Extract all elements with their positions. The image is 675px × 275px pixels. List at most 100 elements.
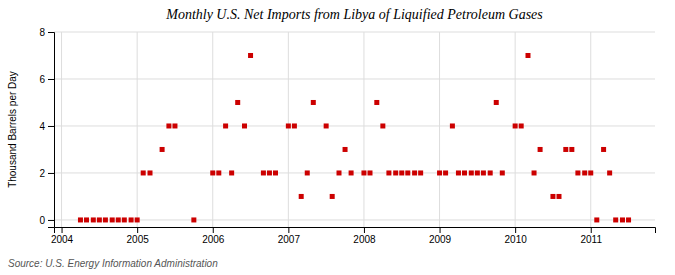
point: [613, 217, 618, 222]
point: [386, 170, 391, 175]
tick: 4: [39, 121, 54, 132]
point: [141, 170, 146, 175]
tick: 2: [39, 168, 54, 179]
point: [393, 170, 398, 175]
tick-label: 2005: [127, 234, 150, 245]
point: [135, 217, 140, 222]
tick-label: 0: [39, 215, 45, 226]
grid-line: [515, 32, 516, 227]
tick-mark: [591, 227, 592, 233]
point: [110, 217, 115, 222]
tick-label: 8: [39, 27, 45, 38]
point: [519, 123, 524, 128]
tick-label: 2004: [51, 234, 74, 245]
point: [361, 170, 366, 175]
grid-line: [61, 32, 62, 227]
tick: 2004: [51, 227, 74, 245]
point: [122, 217, 127, 222]
tick: 2011: [580, 227, 602, 245]
point: [216, 170, 221, 175]
point: [620, 217, 625, 222]
point: [481, 170, 486, 175]
point: [172, 123, 177, 128]
point: [418, 170, 423, 175]
point: [129, 217, 134, 222]
tick-label: 2007: [278, 234, 301, 245]
point: [191, 217, 196, 222]
point: [116, 217, 121, 222]
tick: 2006: [202, 227, 225, 245]
tick-mark: [440, 227, 441, 233]
grid-line: [54, 125, 655, 126]
point: [469, 170, 474, 175]
point: [525, 53, 530, 58]
point: [305, 170, 310, 175]
point: [330, 194, 335, 199]
tick-mark: [515, 227, 516, 233]
grid-line: [54, 78, 655, 79]
point: [223, 123, 228, 128]
tick-mark: [364, 227, 365, 233]
grid-line: [54, 32, 655, 33]
point: [210, 170, 215, 175]
point: [343, 147, 348, 152]
tick-mark: [48, 79, 54, 80]
point: [324, 123, 329, 128]
tick-mark: [62, 227, 63, 233]
tick-mark: [48, 173, 54, 174]
tick-mark: [213, 227, 214, 233]
grid-line: [212, 32, 213, 227]
point: [550, 194, 555, 199]
tick-label: 2011: [580, 234, 602, 245]
point: [292, 123, 297, 128]
point: [229, 170, 234, 175]
tick-label: 2010: [505, 234, 528, 245]
point: [607, 170, 612, 175]
point: [166, 123, 171, 128]
point: [97, 217, 102, 222]
source: Source: U.S. Energy Information Administ…: [8, 258, 218, 269]
point: [582, 170, 587, 175]
tick: 2008: [353, 227, 376, 245]
point: [273, 170, 278, 175]
point: [91, 217, 96, 222]
point: [242, 123, 247, 128]
tick-label: 4: [39, 121, 45, 132]
tick-label: 2009: [429, 234, 452, 245]
chart: 2004200520062007200820092010201102468Mon…: [0, 0, 675, 275]
axis-line: [48, 33, 55, 228]
tick: 8: [39, 27, 54, 38]
grid-line: [363, 32, 364, 227]
tick-mark: [48, 126, 54, 127]
tick: 2009: [429, 227, 452, 245]
point: [563, 147, 568, 152]
axis-line: [55, 228, 656, 234]
point: [556, 194, 561, 199]
point: [148, 170, 153, 175]
point: [311, 100, 316, 105]
tick-label: 2006: [202, 234, 225, 245]
point: [248, 53, 253, 58]
y-axis-label: Thousand Barrels per Day: [7, 71, 18, 188]
point: [160, 147, 165, 152]
point: [626, 217, 631, 222]
plot-area: [78, 53, 631, 222]
x-axis: 2004 2005 2006 2007 2008 2009 2010 2011: [51, 227, 656, 245]
tick: 2007: [278, 227, 301, 245]
point: [337, 170, 342, 175]
grid-line: [54, 219, 655, 220]
grid-line: [288, 32, 289, 227]
point: [367, 170, 372, 175]
point: [575, 170, 580, 175]
grid-line: [137, 32, 138, 227]
tick-mark: [48, 220, 54, 221]
tick: 2010: [505, 227, 528, 245]
point: [475, 170, 480, 175]
point: [84, 217, 89, 222]
tick-label: 2: [39, 168, 45, 179]
point: [267, 170, 272, 175]
point: [532, 170, 537, 175]
point: [443, 170, 448, 175]
grid-line: [439, 32, 440, 227]
title: Monthly U.S. Net Imports from Libya of L…: [165, 7, 543, 22]
